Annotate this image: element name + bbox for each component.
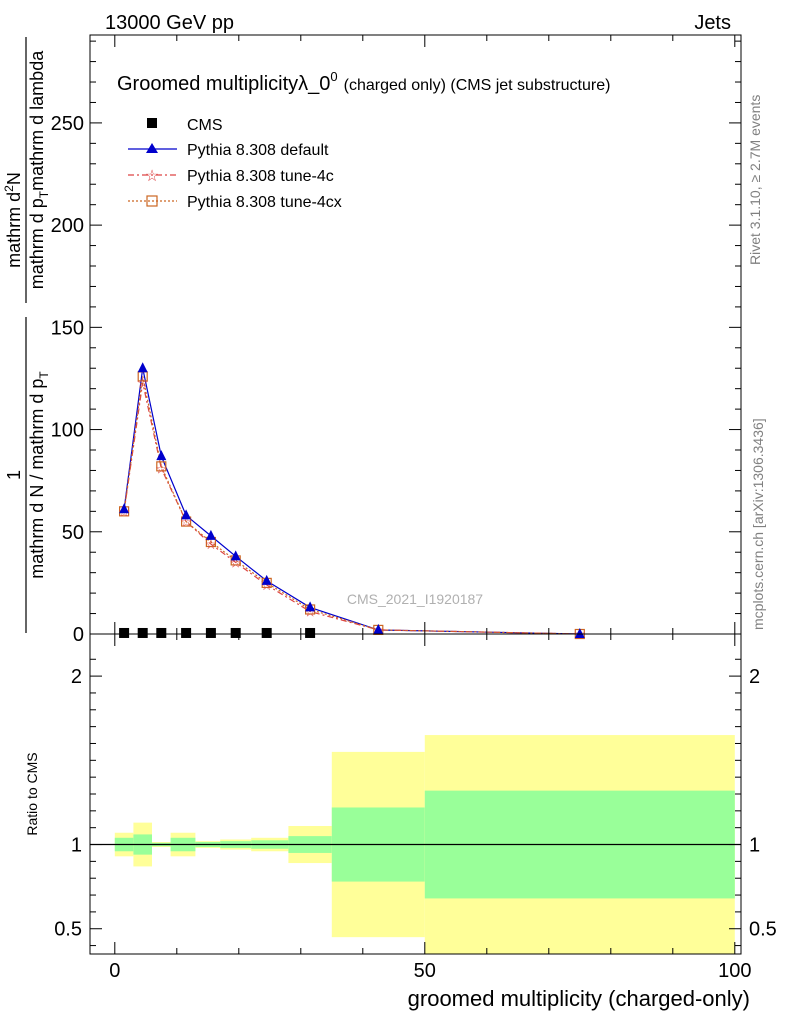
point-tune4c: ☆ xyxy=(304,604,317,620)
ratio-x-ticks: 0 50 100 xyxy=(109,634,751,982)
point-default xyxy=(230,550,241,561)
point-cms xyxy=(137,627,148,638)
legend-label-tune4cx: Pythia 8.308 tune-4cx xyxy=(187,194,342,211)
y-tick-label: 150 xyxy=(51,317,84,339)
ratio-y-ticks: 0.5 0.5 1 1 2 2 xyxy=(54,658,777,947)
point-tune4cx xyxy=(156,461,167,472)
y-tick-label: 100 xyxy=(51,420,84,442)
point-default xyxy=(261,574,272,585)
point-tune4c: ☆ xyxy=(205,536,218,552)
point-cms xyxy=(181,627,192,638)
analysis-watermark: CMS_2021_I1920187 xyxy=(347,591,483,607)
point-cms xyxy=(205,627,216,638)
ratio-y-tick-label: 2 xyxy=(71,666,82,688)
point-cms xyxy=(230,627,241,638)
point-default xyxy=(137,362,148,373)
point-default xyxy=(181,509,192,520)
y-tick-label: 200 xyxy=(51,215,84,237)
y-tick-label: 50 xyxy=(62,522,84,544)
x-tick-label: 100 xyxy=(718,960,751,982)
ratio-y-tick-label-right: 2 xyxy=(749,666,760,688)
point-tune4c: ☆ xyxy=(260,577,273,593)
y-label-denominator: mathrm d pTmathrm d lambda xyxy=(27,50,51,289)
ratio-y-tick-label-right: 1 xyxy=(749,835,760,857)
legend-label-tune4c: Pythia 8.308 tune-4c xyxy=(187,168,334,185)
category-label: Jets xyxy=(694,12,731,34)
legend-entry-cms: CMS xyxy=(147,117,223,134)
y-label-prefactor-den: mathrm d N / mathrm d pT xyxy=(27,371,51,579)
chart-title-superscript: 0 xyxy=(330,69,337,84)
ratio-panel: 0.5 0.5 1 1 2 2 0 50 100 Ratio to CMS groomed m… xyxy=(24,633,777,1011)
chart-title-suffix: (charged only) (CMS jet substructure) xyxy=(344,77,611,94)
point-tune4c: ☆ xyxy=(155,460,168,476)
chart-title-main: Groomed multiplicityλ_0 xyxy=(117,73,330,95)
point-cms xyxy=(156,627,167,638)
y-tick-label: 0 xyxy=(73,624,84,646)
main-x-ticks xyxy=(114,35,736,634)
series-line-tune4cx xyxy=(123,376,580,635)
point-cms xyxy=(119,627,130,638)
rivet-label: Rivet 3.1.10, ≥ 2.7M events xyxy=(747,95,763,265)
ratio-y-tick-label: 1 xyxy=(71,835,82,857)
main-y-axis-label: 1 mathrm d N / mathrm d pT mathrm d2N ma… xyxy=(2,37,51,633)
point-default xyxy=(574,628,585,638)
x-tick-label: 0 xyxy=(109,960,120,982)
y-label-numerator: mathrm d2N xyxy=(2,172,24,268)
main-data-marks: ☆☆☆☆☆☆☆☆☆☆ xyxy=(118,362,586,642)
ratio-y-tick-label-right: 0.5 xyxy=(749,919,777,941)
series-line-tune4c xyxy=(123,382,580,635)
point-tune4c: ☆ xyxy=(136,375,149,391)
legend-label-cms: CMS xyxy=(187,117,223,134)
legend-marker-default xyxy=(146,143,158,153)
y-tick-label: 250 xyxy=(51,113,84,135)
series-line-default xyxy=(123,368,580,635)
legend-marker-cms xyxy=(147,118,157,128)
point-default xyxy=(119,503,130,514)
legend-entry-tune4cx: Pythia 8.308 tune-4cx xyxy=(128,194,342,211)
point-default xyxy=(373,623,384,634)
point-cms xyxy=(305,627,316,638)
chart-title: Groomed multiplicityλ_00 (charged only) (… xyxy=(117,69,610,95)
x-tick-label: 50 xyxy=(414,960,436,982)
legend: CMS Pythia 8.308 default ☆ Pythia 8.308 … xyxy=(128,117,342,211)
point-default xyxy=(205,529,216,540)
x-axis-label: groomed multiplicity (charged-only) xyxy=(408,986,750,1011)
legend-entry-tune4c: ☆ Pythia 8.308 tune-4c xyxy=(128,168,334,185)
main-y-ticks: 0 50 100 150 200 250 xyxy=(51,40,741,646)
ratio-y-tick-label: 0.5 xyxy=(54,919,82,941)
point-default xyxy=(305,601,316,612)
ratio-y-axis-label: Ratio to CMS xyxy=(24,752,40,835)
legend-label-default: Pythia 8.308 default xyxy=(187,142,329,159)
legend-marker-tune4c: ☆ xyxy=(145,168,159,185)
point-default xyxy=(156,450,167,461)
point-cms xyxy=(261,627,272,638)
mcplots-label: mcplots.cern.ch [arXiv:1306.3436] xyxy=(750,418,766,630)
energy-label: 13000 GeV pp xyxy=(105,12,234,34)
legend-marker-tune4cx xyxy=(146,195,158,207)
legend-entry-default: Pythia 8.308 default xyxy=(128,142,329,159)
y-label-prefactor-num: 1 xyxy=(4,470,24,480)
